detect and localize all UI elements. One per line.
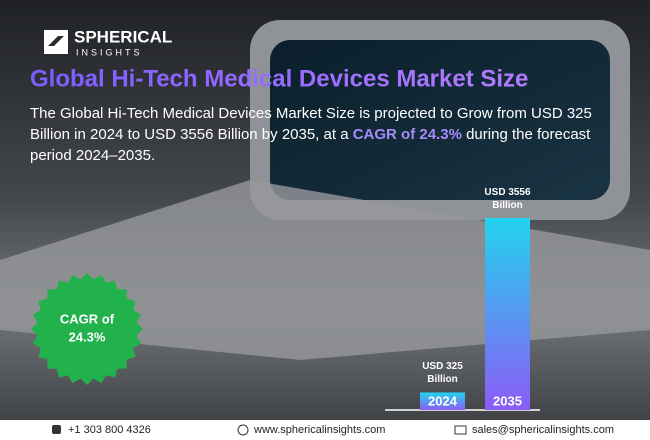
phone-icon [52,425,61,434]
brand-sub: INSIGHTS [76,47,143,57]
chart-title: Global Hi-Tech Medical Devices Market Si… [30,65,528,92]
x-tick-label: 2024 [428,393,458,408]
badge-text: CAGR of [60,311,115,326]
description-text: during the forecast [462,126,591,143]
footer [0,420,650,440]
screen [270,40,610,200]
footer-email: sales@sphericalinsights.com [472,424,614,436]
footer-phone: +1 303 800 4326 [68,424,151,436]
bar [485,218,530,410]
web-icon [237,424,249,436]
badge-text: 24.3% [69,329,106,344]
value-label: USD 3556 Billion [484,187,531,211]
x-tick-label: 2035 [493,393,522,408]
logo-cut [48,36,64,46]
description-line: The Global Hi-Tech Medical Devices Marke… [30,105,592,122]
brand-name: SPHERICAL [74,27,172,46]
description-text: Billion in 2024 to USD 3556 Billion by 2… [30,126,353,143]
value-label: USD 325 Billion [422,361,463,386]
bar [420,392,465,410]
description-line: period 2024–2035. [30,147,155,164]
description-line: Billion in 2024 to USD 3556 Billion by 2… [30,126,591,143]
mail-icon [454,425,467,435]
description-highlight: CAGR of 24.3% [353,126,462,143]
badge [31,273,143,385]
footer-web: www.sphericalinsights.com [253,424,385,436]
